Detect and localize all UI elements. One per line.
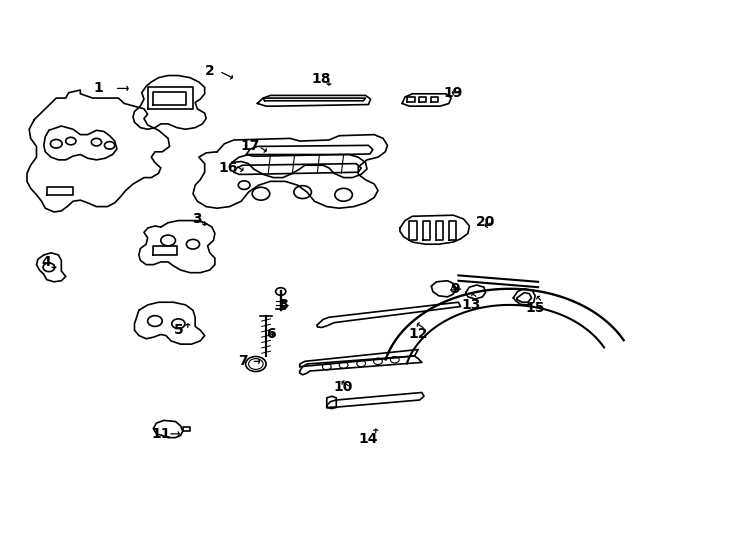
Text: 1: 1: [94, 82, 103, 96]
Text: 5: 5: [174, 323, 184, 337]
Text: 14: 14: [359, 432, 378, 446]
Text: 19: 19: [443, 86, 463, 100]
Text: 20: 20: [476, 215, 495, 228]
Text: 15: 15: [526, 301, 545, 315]
Text: 12: 12: [408, 327, 428, 341]
Text: 7: 7: [238, 354, 247, 368]
Text: 10: 10: [334, 380, 353, 394]
Text: 18: 18: [312, 72, 332, 86]
Text: 13: 13: [461, 298, 481, 312]
Text: 16: 16: [219, 161, 238, 175]
Text: 2: 2: [205, 64, 214, 78]
Text: 8: 8: [278, 298, 288, 312]
Text: 3: 3: [192, 212, 202, 226]
Text: 9: 9: [450, 282, 459, 296]
Text: 4: 4: [42, 255, 51, 269]
Text: 17: 17: [240, 139, 260, 153]
Text: 6: 6: [266, 327, 275, 341]
Text: 11: 11: [151, 427, 170, 441]
